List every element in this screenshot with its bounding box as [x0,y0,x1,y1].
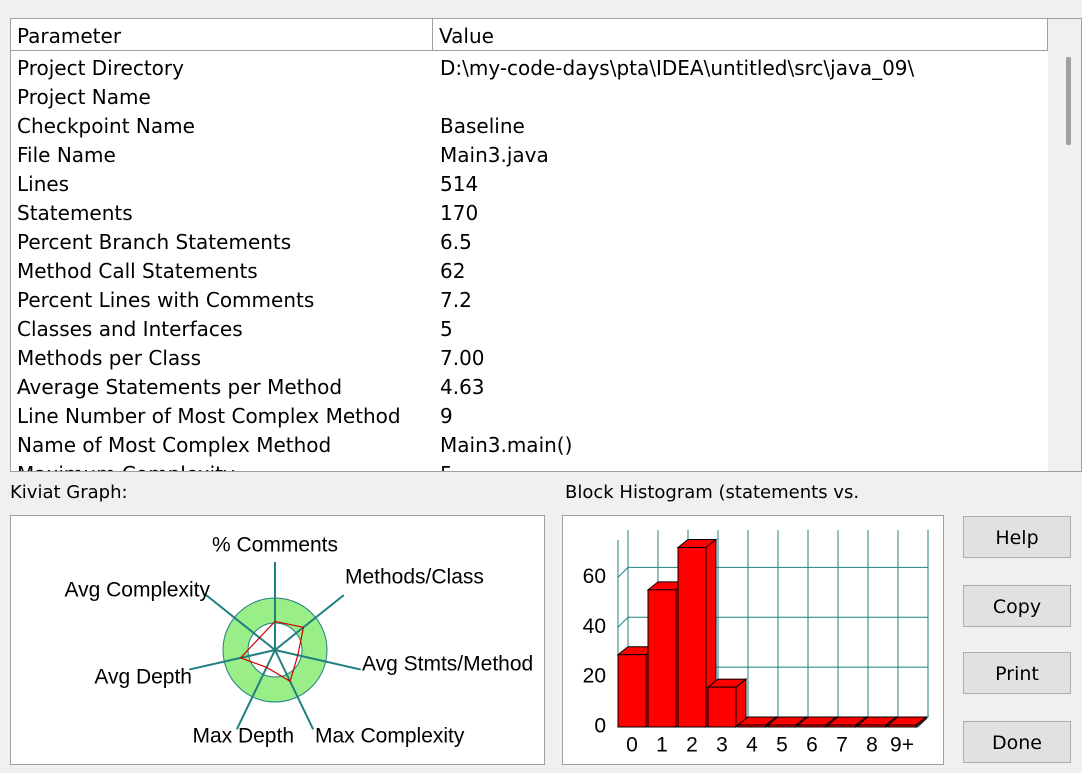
kiviat-label: Max Depth [192,725,294,748]
parameter-cell: Name of Most Complex Method [17,433,332,457]
grid-line [617,616,928,628]
parameter-cell: Lines [17,172,70,196]
parameter-cell: Project Directory [17,56,184,80]
x-tick-label: 1 [656,734,668,757]
value-cell: Main3.java [440,143,549,167]
parameter-cell: File Name [17,143,116,167]
parameter-table: Parameter Value Project Directory D:\my-c… [10,18,1082,472]
value-cell: 7.2 [440,288,472,312]
y-tick-label: 0 [594,715,606,738]
column-header: Value [433,19,1048,51]
y-tick-label: 40 [583,615,606,638]
parameter-cell: Classes and Interfaces [17,317,243,341]
bar [797,724,827,728]
kiviat-title: Kiviat Graph: [10,482,128,503]
x-tick-label: 7 [836,734,848,757]
button[interactable]: Done [963,721,1071,763]
value-cell: D:\my-code-days\pta\IDEA\untitled\src\ja… [440,56,915,80]
value-cell: Baseline [440,114,525,138]
kiviat-axis [205,594,276,651]
parameter-cell: Method Call Statements [17,259,258,283]
x-tick-label: 5 [776,734,788,757]
kiviat-label: Max Complexity [315,725,465,748]
parameter-cell: Project Name [17,85,151,109]
parameter-cell: Methods per Class [17,346,201,370]
scroll-thumb[interactable] [1066,57,1071,145]
x-tick-label: 9+ [890,734,914,757]
y-tick-label: 20 [583,665,606,688]
x-tick-label: 3 [716,734,728,757]
bar [737,724,767,728]
kiviat-axis [235,649,276,730]
parameter-cell: Line Number of Most Complex Method [17,404,401,428]
value-cell: 9 [440,404,453,428]
kiviat-axis [274,649,315,730]
kiviat-axis [274,649,362,671]
parameter-cell: Maximum Complexity [17,462,235,471]
button[interactable]: Help [963,516,1071,558]
kiviat-label: Avg Stmts/Method [362,653,533,676]
parameter-cell: Average Statements per Method [17,375,343,399]
value-cell: 7.00 [440,346,485,370]
parameter-cell: Percent Lines with Comments [17,288,315,312]
kiviat-label: % Comments [212,534,338,557]
kiviat-label: Methods/Class [345,566,484,589]
button[interactable]: Print [963,652,1071,694]
parameter-cell: Statements [17,201,133,225]
bar [647,589,677,728]
column-header: Parameter [11,19,433,51]
kiviat-polygon [239,620,305,683]
kiviat-axis [274,594,345,651]
grid-line [617,566,928,578]
bar [857,724,887,728]
parameter-cell: Checkpoint Name [17,114,195,138]
parameter-cell: Percent Branch Statements [17,230,292,254]
x-tick-label: 2 [686,734,698,757]
button[interactable]: Copy [963,585,1071,627]
kiviat-label: Avg Complexity [64,579,210,602]
kiviat-axis [188,649,276,671]
bar [827,724,857,728]
table-body: Project Directory D:\my-code-days\pta\IDE… [11,51,1047,471]
bar [707,686,737,728]
kiviat-label: Avg Depth [94,666,192,689]
value-cell: Main3.main() [440,433,573,457]
value-cell: 4.63 [440,375,485,399]
bar [617,654,647,728]
x-tick-label: 8 [866,734,878,757]
value-cell: 170 [440,201,479,225]
value-cell: 5 [440,462,453,471]
value-cell: 5 [440,317,453,341]
value-cell: 62 [440,259,466,283]
y-tick-label: 60 [583,565,606,588]
x-tick-label: 6 [806,734,818,757]
scrollbar[interactable] [1048,19,1081,471]
bar [887,724,917,728]
value-cell: 6.5 [440,230,472,254]
value-cell: 514 [440,172,479,196]
x-tick-label: 0 [626,734,638,757]
x-tick-label: 4 [746,734,758,757]
bar [677,546,707,728]
histogram-title: Block Histogram (statements vs. [565,482,860,503]
bar [767,724,797,728]
kiviat-graph: % Comments Methods/Class Avg Stmts/Method M… [10,515,545,765]
